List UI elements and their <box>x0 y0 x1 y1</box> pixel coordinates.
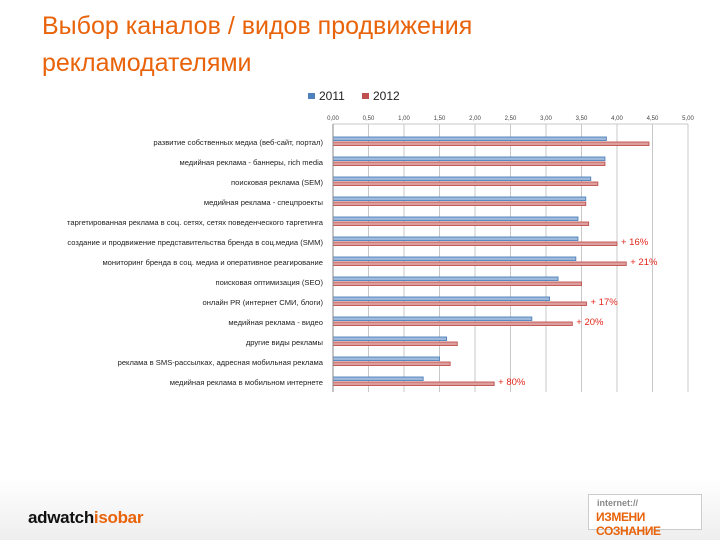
growth-annotation: + 16% <box>621 237 649 248</box>
bar-2012 <box>332 201 587 206</box>
category-label: мониторинг бренда в соц. медиа и операти… <box>102 258 323 267</box>
logo-text-internet: internet:// <box>597 498 639 508</box>
bar-2011 <box>332 296 551 301</box>
bar-2012 <box>332 261 627 266</box>
x-tick-label: 0,50 <box>363 116 375 122</box>
bar-2012 <box>332 341 458 346</box>
bar-2011 <box>332 256 577 261</box>
bar-2012 <box>332 361 451 366</box>
x-tick-label: 4,50 <box>647 116 659 122</box>
adwatch-isobar-logo: adwatchisobar <box>28 508 143 528</box>
category-label: создание и продвижение представительства… <box>67 238 323 247</box>
x-tick-label: 1,00 <box>398 116 410 122</box>
x-tick-label: 3,50 <box>576 116 588 122</box>
bar-2011 <box>332 156 606 161</box>
x-tick-label: 2,50 <box>505 116 517 122</box>
x-tick-label: 3,00 <box>540 116 552 122</box>
bar-2011 <box>332 276 559 281</box>
bar-2011 <box>332 176 592 181</box>
category-label: поисковая реклама (SEM) <box>231 178 323 187</box>
bar-2011 <box>332 376 424 381</box>
category-label: таргетированная реклама в соц. сетях, се… <box>67 218 324 227</box>
legend-label-2012: 2012 <box>373 89 400 103</box>
bar-2012 <box>332 181 599 186</box>
growth-annotation: + 21% <box>630 257 658 268</box>
growth-annotation: + 80% <box>498 377 526 388</box>
bar-2012 <box>332 161 606 166</box>
logo-text-isobar: isobar <box>93 508 144 527</box>
x-tick-label: 4,00 <box>611 116 623 122</box>
internet-change-mind-logo: internet:// ИЗМЕНИ СОЗНАНИЕ <box>588 494 702 538</box>
growth-annotation: + 17% <box>590 297 618 308</box>
x-tick-label: 2,00 <box>469 116 481 122</box>
category-label: развитие собственных медиа (веб-сайт, по… <box>153 138 323 147</box>
legend-swatch-2012 <box>362 93 369 99</box>
bar-chart: 2011 2012 0,00 0,50 1,00 1,50 2,00 2,50 3,00 3,50… <box>67 89 694 392</box>
category-label: медийная реклама - видео <box>228 318 323 327</box>
bar-2012 <box>332 381 495 386</box>
x-tick-label: 0,00 <box>327 116 339 122</box>
legend-label-2011: 2011 <box>319 89 345 103</box>
bar-2011 <box>332 196 587 201</box>
bar-2011 <box>332 336 448 341</box>
growth-annotation: + 20% <box>576 317 604 328</box>
bar-2012 <box>332 221 590 226</box>
category-label: медийная реклама - баннеры, rich media <box>180 158 324 167</box>
category-label: медийная реклама в мобильном интернете <box>170 378 323 387</box>
bar-2012 <box>332 241 618 246</box>
page-title: Выбор каналов / видов продвижения реклам… <box>42 12 473 77</box>
category-label: медийная реклама - спецпроекты <box>204 198 323 207</box>
bar-2012 <box>332 141 650 146</box>
bar-2011 <box>332 216 579 221</box>
bar-2011 <box>332 136 607 141</box>
x-tick-label: 5,00 <box>682 116 694 122</box>
logo-text-adwatch: adwatch <box>28 508 94 527</box>
bar-2012 <box>332 321 573 326</box>
legend-swatch-2011 <box>308 93 315 99</box>
bar-2011 <box>332 316 533 321</box>
category-label: другие виды рекламы <box>246 338 323 347</box>
bar-2012 <box>332 281 582 286</box>
category-label: онлайн PR (интернет СМИ, блоги) <box>202 298 323 307</box>
x-tick-label: 1,50 <box>434 116 446 122</box>
bar-2012 <box>332 301 587 306</box>
logo-text-change-mind: ИЗМЕНИ СОЗНАНИЕ <box>596 510 661 538</box>
category-label: поисковая оптимизация (SEO) <box>215 278 323 287</box>
bar-2011 <box>332 236 579 241</box>
bar-2011 <box>332 356 440 361</box>
category-label: реклама в SMS-рассылках, адресная мобиль… <box>118 358 324 367</box>
